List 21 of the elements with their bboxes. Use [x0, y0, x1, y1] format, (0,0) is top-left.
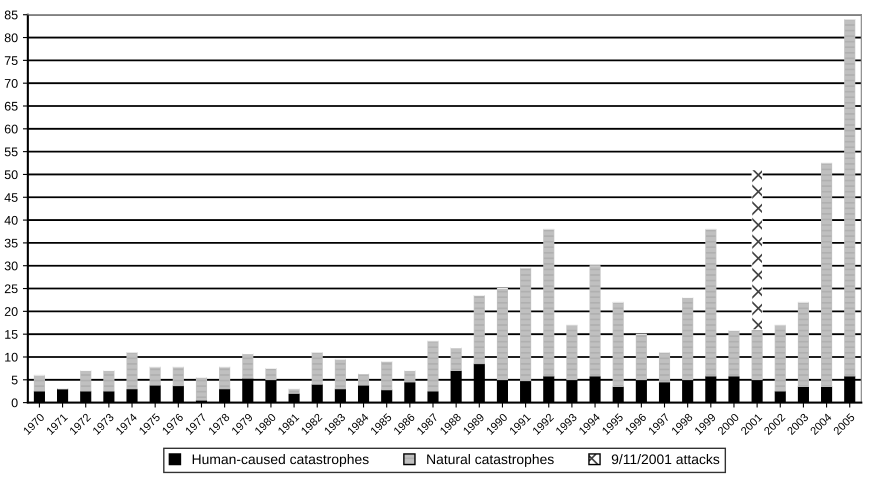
y-tick-label: 45 [4, 193, 18, 202]
y-tick-label: 20 [4, 307, 18, 316]
legend-label: 9/11/2001 attacks [612, 454, 720, 464]
legend-label: Natural catastrophes [427, 454, 554, 467]
y-tick-label: 70 [4, 78, 18, 88]
y-tick-label: 25 [4, 284, 18, 294]
y-tick-label: 10 [5, 352, 18, 362]
y-tick-label: 40 [4, 216, 18, 225]
y-tick-label: 15 [5, 330, 18, 339]
y-tick-label: 0 [12, 398, 18, 408]
y-tick-label: 5 [12, 376, 18, 384]
y-tick-label: 65 [4, 102, 18, 111]
y-tick-label: 30 [4, 262, 18, 270]
y-tick-label: 85 [4, 10, 18, 20]
y-tick-label: 50 [4, 170, 18, 180]
y-tick-label: 80 [4, 33, 18, 42]
y-tick-label: 35 [4, 238, 18, 248]
y-tick-label: 55 [4, 148, 18, 156]
y-tick-label: 60 [4, 124, 18, 134]
legend-label: Human-caused catastrophes [192, 454, 369, 467]
y-tick-label: 75 [4, 56, 18, 66]
